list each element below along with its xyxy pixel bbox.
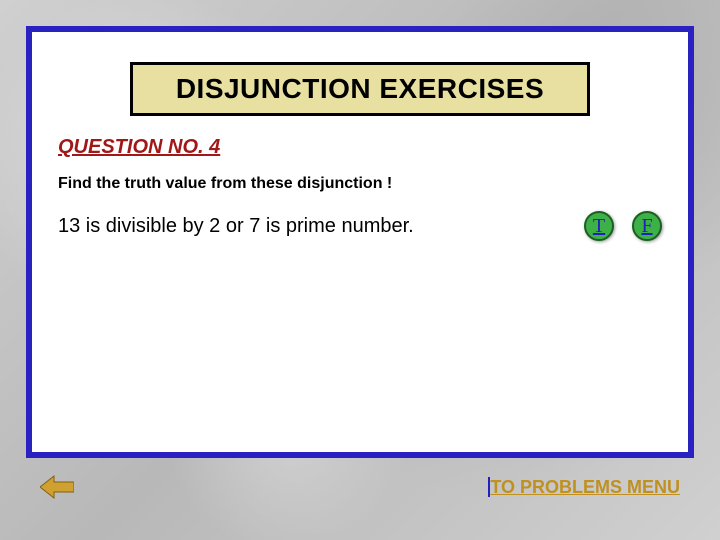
problems-menu-link[interactable]: TO PROBLEMS MENU xyxy=(488,477,680,497)
question-text: 13 is divisible by 2 or 7 is prime numbe… xyxy=(58,215,566,238)
true-button[interactable]: T xyxy=(584,211,614,241)
title-text: DISJUNCTION EXERCISES xyxy=(143,73,577,105)
title-box: DISJUNCTION EXERCISES xyxy=(130,62,590,116)
question-row: 13 is divisible by 2 or 7 is prime numbe… xyxy=(58,211,662,241)
back-arrow-button[interactable] xyxy=(40,474,74,500)
bottom-bar: TO PROBLEMS MENU xyxy=(26,466,694,508)
menu-link-wrap: TO PROBLEMS MENU xyxy=(488,477,680,498)
arrow-left-icon xyxy=(40,474,74,500)
main-frame: DISJUNCTION EXERCISES QUESTION NO. 4 Fin… xyxy=(26,26,694,458)
false-button[interactable]: F xyxy=(632,211,662,241)
instruction-text: Find the truth value from these disjunct… xyxy=(58,175,662,193)
question-number-label: QUESTION NO. 4 xyxy=(58,136,662,159)
